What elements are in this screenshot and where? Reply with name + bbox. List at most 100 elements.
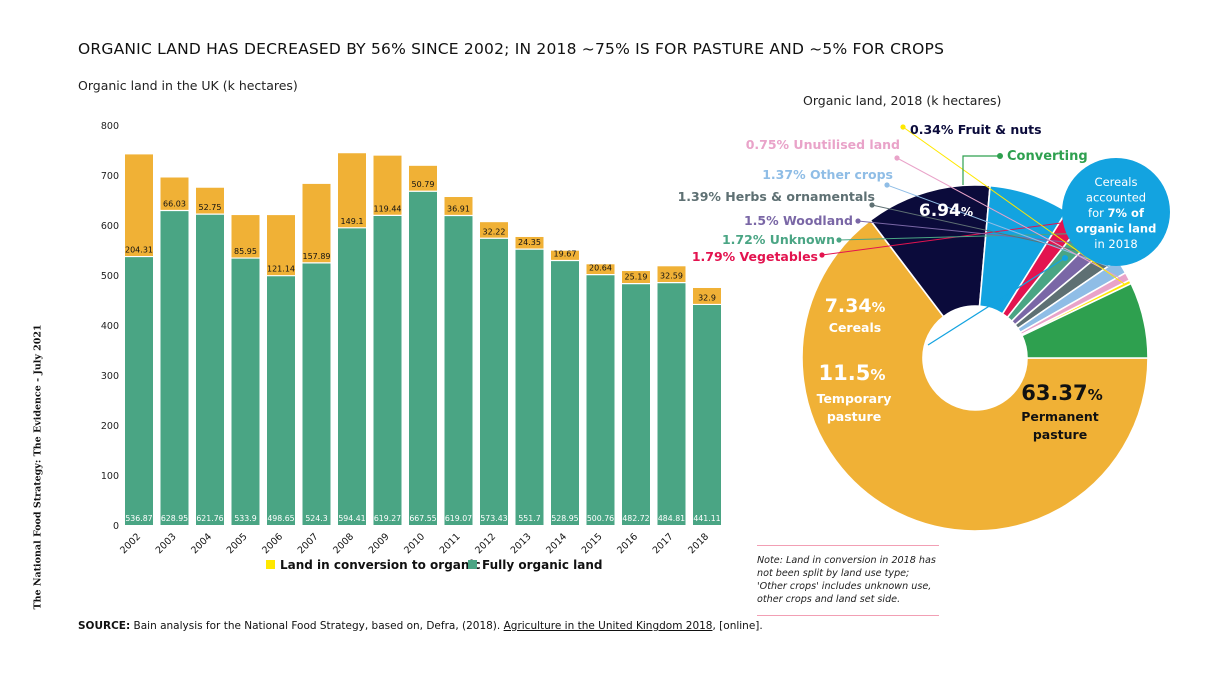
slice-fruit-nuts	[1020, 279, 1133, 337]
bar-organic-2005	[231, 258, 260, 525]
bar-conversion-2012	[480, 222, 508, 239]
bar-organic-2014	[551, 260, 579, 525]
legend-swatch-conversion	[266, 560, 275, 569]
x-tick-label: 2015	[580, 531, 605, 556]
conversion-value-label: 85.95	[234, 247, 257, 256]
slice-unknown	[1006, 221, 1099, 323]
bar-organic-2017	[657, 282, 686, 525]
organic-value-label: 498.65	[267, 514, 294, 523]
slice-woodland	[1010, 234, 1110, 326]
callout-pointer	[927, 257, 1066, 346]
conversion-value-label: 25.19	[625, 273, 648, 282]
bar-conversion-2005	[231, 215, 260, 259]
x-tick-label: 2004	[189, 531, 214, 556]
outside-label-unutilised-land: 0.75% Unutilised land	[746, 137, 900, 152]
leader-line-vegetables	[821, 221, 1072, 256]
organic-value-label: 484.81	[658, 514, 685, 523]
organic-value-label: 594.41	[338, 514, 365, 523]
leader-line-unknown	[838, 232, 1087, 241]
x-tick-label: 2002	[118, 531, 143, 556]
callout-text: accounted	[1086, 191, 1146, 205]
bar-organic-2016	[622, 283, 650, 525]
x-tick-label: 2012	[473, 531, 498, 556]
slice-cereals	[978, 184, 1068, 315]
pie-note: Note: Land in conversion in 2018 has not…	[757, 545, 939, 616]
bar-conversion-2010	[409, 165, 437, 192]
bar-organic-2010	[409, 191, 437, 525]
y-tick-label: 400	[101, 321, 119, 332]
y-tick-label: 700	[101, 171, 119, 182]
bar-organic-2011	[444, 215, 473, 525]
slice-temporary-pasture	[869, 184, 991, 318]
page-title: ORGANIC LAND HAS DECREASED BY 56% SINCE …	[78, 40, 945, 58]
x-tick-label: 2017	[651, 531, 676, 556]
slice-other-crops	[1016, 258, 1127, 334]
bar-conversion-2006	[267, 215, 295, 276]
x-tick-label: 2005	[225, 531, 250, 556]
callout-pointer-dot	[1062, 255, 1068, 261]
bar-organic-2008	[338, 227, 366, 526]
x-tick-label: 2009	[367, 531, 392, 556]
leader-dot-unknown	[836, 237, 842, 243]
source-link[interactable]: Agriculture in the United Kingdom 2018	[503, 620, 713, 632]
conversion-value-label: 121.14	[267, 265, 295, 274]
bar-conversion-2013	[515, 236, 544, 250]
conversion-value-label: 19.67	[554, 250, 577, 259]
slice-name-label: Permanent	[1021, 409, 1099, 424]
slice-percentage-label: 7.34%	[825, 295, 886, 317]
source-text-end: , [online].	[712, 620, 763, 632]
x-tick-label: 2003	[154, 531, 179, 556]
leader-line-other-crops	[886, 184, 1117, 270]
pie-chart-title: Organic land, 2018 (k hectares)	[803, 93, 1002, 108]
source-citation: SOURCE: Bain analysis for the National F…	[78, 620, 763, 632]
bar-organic-2018	[693, 304, 721, 525]
callout-text: organic land	[1076, 222, 1157, 236]
bar-organic-2009	[373, 215, 402, 526]
bar-organic-2004	[196, 214, 224, 525]
slice-name-label: pasture	[1033, 427, 1087, 442]
conversion-value-label: 52.75	[199, 203, 222, 212]
legend-swatch-organic	[468, 560, 477, 569]
x-tick-label: 2011	[438, 531, 463, 556]
slice-name-label: Cereals	[829, 320, 881, 335]
organic-value-label: 619.27	[374, 514, 401, 523]
slice-percentage-label: 6.94%	[919, 201, 973, 221]
bar-conversion-2017	[657, 266, 686, 283]
slice-herbs-ornamentals	[1013, 246, 1119, 330]
bar-conversion-2011	[444, 197, 473, 216]
source-label: SOURCE:	[78, 620, 131, 632]
x-tick-label: 2018	[686, 531, 711, 556]
bar-organic-2003	[160, 210, 189, 525]
callout-bubble	[1062, 158, 1170, 266]
y-tick-label: 600	[101, 221, 119, 232]
organic-value-label: 524.3	[305, 514, 327, 523]
callout-text: Cereals	[1095, 175, 1138, 189]
leader-dot-other-crops	[884, 182, 890, 188]
organic-value-label: 621.76	[196, 514, 223, 523]
bar-conversion-2004	[196, 187, 224, 215]
leader-line-converting	[962, 155, 1000, 185]
organic-value-label: 482.72	[622, 514, 649, 523]
organic-value-label: 536.87	[125, 514, 152, 523]
organic-value-label: 628.95	[161, 514, 188, 523]
leader-line-woodland	[857, 220, 1099, 246]
y-tick-label: 100	[101, 471, 119, 482]
conversion-value-label: 32.22	[483, 227, 506, 236]
slice-percentage-label: 11.5%	[819, 361, 886, 385]
conversion-value-label: 149.1	[341, 217, 364, 226]
organic-value-label: 667.55	[409, 514, 436, 523]
x-tick-label: 2010	[402, 531, 427, 556]
leader-dot-vegetables	[819, 252, 825, 258]
bar-conversion-2003	[160, 177, 189, 211]
conversion-value-label: 32.9	[698, 293, 716, 302]
callout-text: for 7% of	[1088, 206, 1145, 220]
organic-value-label: 573.43	[480, 514, 507, 523]
leader-dot-fruit-nuts	[900, 124, 906, 130]
outside-label-other-crops: 1.37% Other crops	[762, 167, 893, 182]
conversion-value-label: 50.79	[412, 180, 435, 189]
leader-dot-unutilised-land	[894, 155, 900, 161]
leader-line-fruit-nuts	[902, 126, 1126, 285]
callout-text: in 2018	[1094, 237, 1137, 251]
y-tick-label: 0	[113, 521, 119, 532]
conversion-value-label: 24.35	[518, 238, 541, 247]
